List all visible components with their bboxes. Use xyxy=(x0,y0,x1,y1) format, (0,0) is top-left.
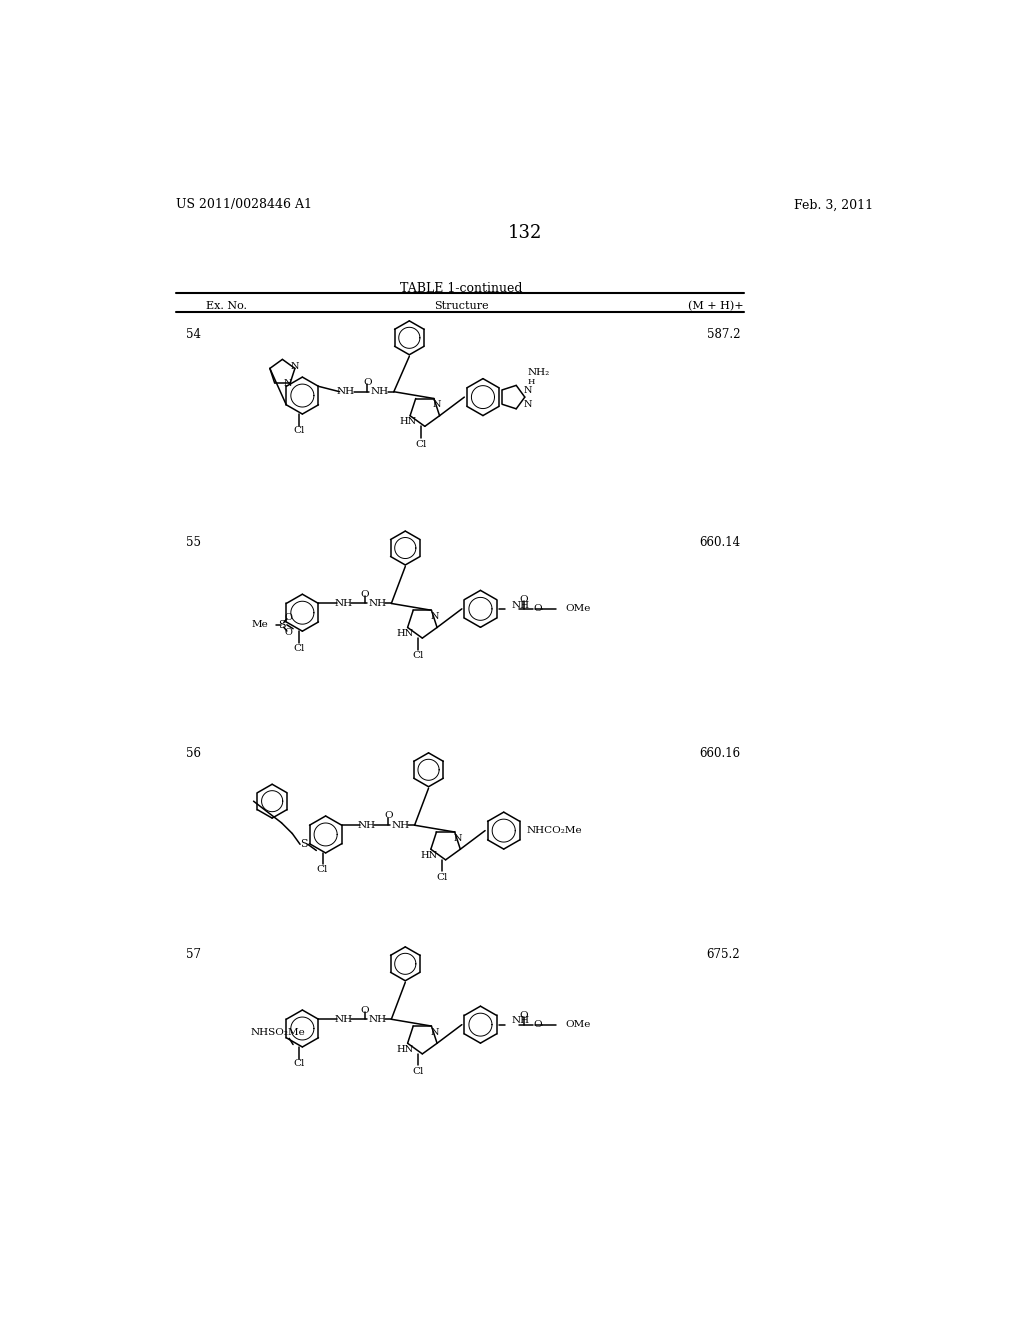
Text: S: S xyxy=(300,840,308,849)
Text: O: O xyxy=(285,628,293,638)
Text: 55: 55 xyxy=(186,536,201,549)
Text: 56: 56 xyxy=(186,747,201,760)
Text: NH: NH xyxy=(357,821,376,830)
Text: Feb. 3, 2011: Feb. 3, 2011 xyxy=(795,198,873,211)
Text: N: N xyxy=(523,387,532,396)
Text: 132: 132 xyxy=(508,224,542,242)
Text: Cl: Cl xyxy=(294,426,305,436)
Text: Cl: Cl xyxy=(413,651,424,660)
Text: (M + H)+: (M + H)+ xyxy=(688,301,744,312)
Text: Cl: Cl xyxy=(316,866,329,874)
Text: O: O xyxy=(534,1020,542,1030)
Text: O: O xyxy=(360,1006,370,1015)
Text: Ex. No.: Ex. No. xyxy=(206,301,247,310)
Text: HN: HN xyxy=(396,1045,414,1053)
Text: N: N xyxy=(284,379,292,388)
Text: O: O xyxy=(360,590,370,599)
Text: US 2011/0028446 A1: US 2011/0028446 A1 xyxy=(176,198,312,211)
Text: O: O xyxy=(519,1011,528,1020)
Text: 57: 57 xyxy=(186,948,201,961)
Text: TABLE 1-continued: TABLE 1-continued xyxy=(400,281,522,294)
Text: NHCO₂Me: NHCO₂Me xyxy=(526,826,582,836)
Text: N: N xyxy=(433,400,441,409)
Text: NH: NH xyxy=(334,1015,352,1024)
Text: Cl: Cl xyxy=(416,440,427,449)
Text: N: N xyxy=(430,612,439,620)
Text: 675.2: 675.2 xyxy=(707,948,740,961)
Text: 660.16: 660.16 xyxy=(699,747,740,760)
Text: O: O xyxy=(364,378,372,387)
Text: 587.2: 587.2 xyxy=(707,327,740,341)
Text: NH: NH xyxy=(369,599,386,609)
Text: S: S xyxy=(279,620,286,630)
Text: Cl: Cl xyxy=(294,644,305,652)
Text: OMe: OMe xyxy=(565,605,591,614)
Text: O: O xyxy=(519,595,528,605)
Text: OMe: OMe xyxy=(565,1020,591,1030)
Text: 660.14: 660.14 xyxy=(699,536,740,549)
Text: N: N xyxy=(291,362,299,371)
Text: N: N xyxy=(430,1028,439,1036)
Text: NH: NH xyxy=(337,387,355,396)
Text: NH: NH xyxy=(511,601,529,610)
Text: HN: HN xyxy=(399,417,417,426)
Text: H: H xyxy=(527,378,535,385)
Text: Me: Me xyxy=(252,620,268,630)
Text: NH₂: NH₂ xyxy=(528,368,550,378)
Text: N: N xyxy=(523,400,532,409)
Text: 54: 54 xyxy=(186,327,201,341)
Text: O: O xyxy=(384,812,392,821)
Text: HN: HN xyxy=(396,630,414,638)
Text: Structure: Structure xyxy=(434,301,488,310)
Text: N: N xyxy=(454,834,462,842)
Text: NH: NH xyxy=(371,387,389,396)
Text: NH: NH xyxy=(511,1016,529,1026)
Text: NH: NH xyxy=(369,1015,386,1024)
Text: NH: NH xyxy=(334,599,352,609)
Text: NH: NH xyxy=(391,821,410,830)
Text: O: O xyxy=(534,605,542,614)
Text: Cl: Cl xyxy=(294,1060,305,1068)
Text: Cl: Cl xyxy=(413,1067,424,1076)
Text: O: O xyxy=(285,612,293,622)
Text: Cl: Cl xyxy=(436,873,447,882)
Text: HN: HN xyxy=(420,851,437,859)
Text: NHSO₂Me: NHSO₂Me xyxy=(250,1028,305,1038)
